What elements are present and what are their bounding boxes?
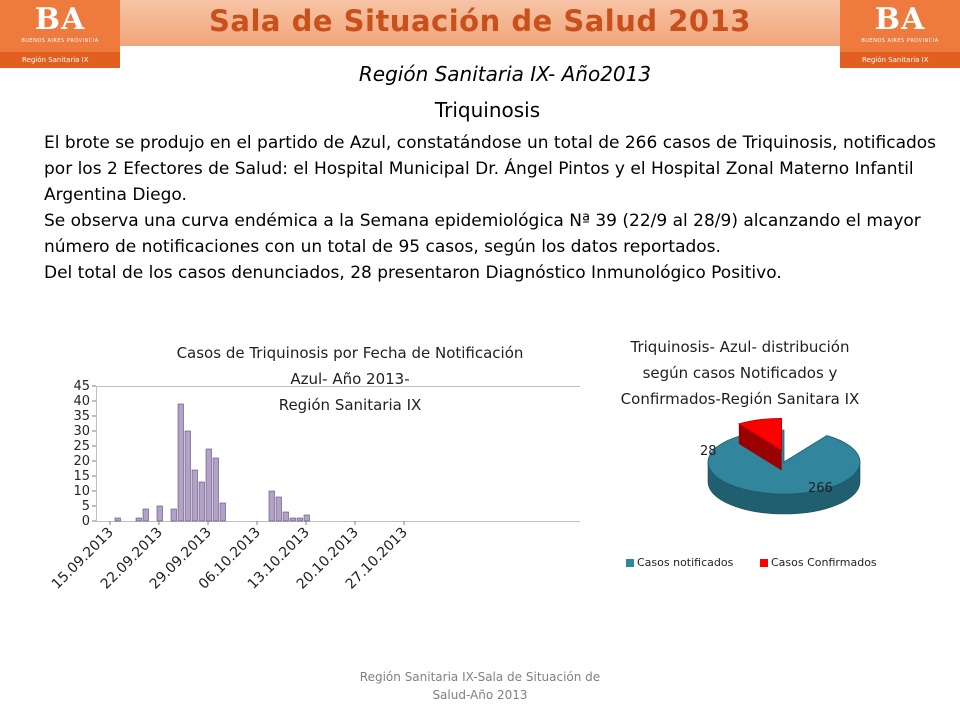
bar xyxy=(114,517,121,522)
page-title: Sala de Situación de Salud 2013 xyxy=(209,4,751,38)
logo-mark: BA xyxy=(34,2,86,37)
logo-province: BUENOS AIRES PROVINCIA xyxy=(861,38,939,44)
logo-left: BA BUENOS AIRES PROVINCIA Región Sanitar… xyxy=(0,0,120,68)
bar xyxy=(205,448,212,522)
paragraph-confirmed: Del total de los casos denunciados, 28 p… xyxy=(44,263,782,283)
legend-swatch-notificados xyxy=(626,559,634,567)
footer-line: Salud-Año 2013 xyxy=(432,688,528,702)
footer: Región Sanitaria IX-Sala de Situación de… xyxy=(330,668,630,704)
legend-swatch-confirmados xyxy=(760,559,768,567)
logo-province: BUENOS AIRES PROVINCIA xyxy=(21,38,99,44)
legend-label: Casos Confirmados xyxy=(771,556,877,569)
y-tick-label: 30 xyxy=(73,424,90,439)
header-banner xyxy=(0,0,960,46)
bar xyxy=(212,457,219,522)
pie-legend-confirmados: Casos Confirmados xyxy=(760,556,877,569)
y-tick-label: 15 xyxy=(73,469,90,484)
paragraph-outbreak: El brote se produjo en el partido de Azu… xyxy=(44,133,937,205)
y-tick-label: 10 xyxy=(73,484,90,499)
bar xyxy=(268,490,275,522)
bar-chart-title: Casos de Triquinosis por Fecha de Notifi… xyxy=(120,340,580,418)
y-tick-label: 0 xyxy=(82,514,90,529)
pie-slice-confirmados xyxy=(737,417,783,471)
page-subtitle: Región Sanitaria IX- Año2013 xyxy=(358,62,652,86)
y-tick-label: 35 xyxy=(73,409,90,424)
bar-chart: 05101520253035404515.09.201322.09.201329… xyxy=(49,380,580,593)
bar xyxy=(296,517,303,522)
bar-chart-title-line: Región Sanitaria IX xyxy=(278,396,422,414)
bar xyxy=(275,496,282,522)
y-tick-label: 25 xyxy=(73,439,90,454)
paragraph-curve: Se observa una curva endémica a la Seman… xyxy=(44,211,921,257)
y-tick-label: 20 xyxy=(73,454,90,469)
y-tick-label: 40 xyxy=(73,394,90,409)
bar-chart-title-line: Azul- Año 2013- xyxy=(290,370,410,388)
pie-slice-notificados xyxy=(707,429,861,515)
bar xyxy=(135,517,142,522)
pie-chart-title-line: Triquinosis- Azul- distribución xyxy=(630,338,850,356)
bar xyxy=(282,511,289,522)
pie-top xyxy=(707,429,861,495)
logo-region: Región Sanitaria IX xyxy=(0,52,120,68)
pie-chart-title-line: según casos Notificados y xyxy=(642,364,838,382)
logo-region: Región Sanitaria IX xyxy=(840,52,960,68)
y-tick-label: 5 xyxy=(82,499,90,514)
logo-right: BA BUENOS AIRES PROVINCIA Región Sanitar… xyxy=(840,0,960,68)
pie-top xyxy=(737,417,783,452)
plot-area xyxy=(96,386,580,522)
bar xyxy=(191,469,198,522)
bar xyxy=(170,508,177,522)
pie-chart-title: Triquinosis- Azul- distribución según ca… xyxy=(590,334,890,412)
bar xyxy=(289,517,296,522)
pie-chart: 266 28 xyxy=(700,417,861,515)
footer-line: Región Sanitaria IX-Sala de Situación de xyxy=(359,670,601,684)
bar xyxy=(142,508,149,522)
bar xyxy=(177,403,184,522)
pie-side xyxy=(738,423,782,471)
bar xyxy=(198,481,205,522)
legend-label: Casos notificados xyxy=(637,556,734,569)
pie-legend-notificados: Casos notificados xyxy=(626,556,733,569)
pie-label-confirmados: 28 xyxy=(700,444,717,459)
bar xyxy=(303,514,310,522)
bar-chart-title-line: Casos de Triquinosis por Fecha de Notifi… xyxy=(176,344,524,362)
topic-heading: Triquinosis xyxy=(434,98,541,122)
bar xyxy=(219,502,226,522)
logo-mark: BA xyxy=(874,2,926,37)
bar xyxy=(184,430,191,522)
pie-chart-title-line: Confirmados-Región Sanitara IX xyxy=(620,390,860,408)
y-tick-label: 45 xyxy=(73,380,90,394)
pie-label-notificados: 266 xyxy=(808,481,833,496)
bar xyxy=(156,505,163,522)
